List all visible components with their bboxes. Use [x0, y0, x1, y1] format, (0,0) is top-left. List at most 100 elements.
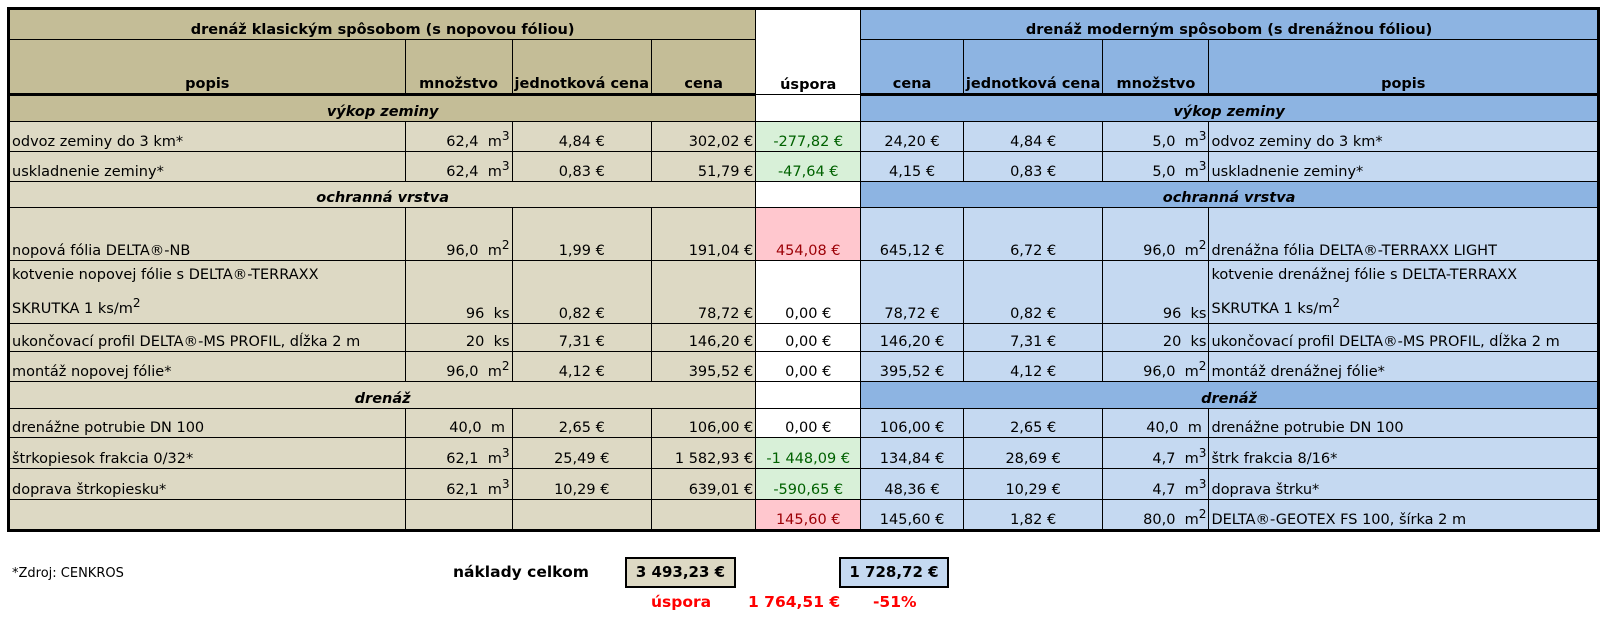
saving-footer-percent: -51% — [873, 593, 917, 611]
qty-value: 96 — [465, 305, 485, 322]
qty-unit: ks — [1190, 333, 1207, 350]
classic-method-title: drenáž klasickým spôsobom (s nopovou fól… — [6, 7, 757, 40]
qty-value: 5,0 — [1152, 134, 1176, 150]
desc-line-1: kotvenie nopovej fólie s DELTA®-TERRAXX — [12, 267, 319, 283]
unit-exponent: 2 — [1198, 238, 1207, 253]
row-qty-right: 80,0 m2 — [1102, 498, 1210, 532]
row-unitprice-left: 1,99 € — [511, 207, 652, 261]
table-row: montáž nopovej fólie* 96,0 m2 4,12 € 395… — [7, 350, 1600, 382]
qty-unit: m — [1184, 511, 1199, 528]
row-qty-left: 96 ks — [404, 260, 513, 324]
row-price-right: 106,00 € — [860, 407, 964, 438]
unit-exponent: 2 — [1332, 296, 1341, 310]
row-price-right: 4,15 € — [860, 151, 964, 182]
qty-value: 4,7 — [1152, 450, 1176, 467]
row-qty-right: 5,0 m3 — [1102, 121, 1210, 152]
row-qty-left: 62,4 m3 — [404, 151, 513, 182]
row-unitprice-left: 10,29 € — [511, 467, 652, 500]
unit-exponent: 3 — [501, 446, 510, 460]
col-header-cena-left: cena — [650, 39, 757, 96]
table-row: ukončovací profil DELTA®-MS PROFIL, dĺžk… — [7, 322, 1600, 352]
row-price-left: 639,01 € — [650, 467, 757, 500]
modern-method-title: drenáž moderným spôsobom (s drenážnou fó… — [860, 7, 1600, 40]
qty-unit: m — [487, 481, 502, 498]
row-qty-left: 62,1 m3 — [404, 436, 513, 469]
row-saving: 0,00 € — [755, 407, 862, 438]
qty-unit: m — [487, 134, 502, 150]
table-row: doprava štrkopiesku* 62,1 m3 10,29 € 639… — [7, 467, 1600, 500]
row-qty-left: 96,0 m2 — [404, 350, 513, 382]
row-price-left: 146,20 € — [650, 322, 757, 352]
saving-column-header: úspora — [755, 7, 862, 95]
col-header-popis-left: popis — [7, 39, 406, 96]
col-header-mnozstvo-right: množstvo — [1102, 39, 1210, 96]
row-desc-right: doprava štrku* — [1208, 467, 1600, 500]
unit-exponent: 2 — [501, 238, 510, 253]
row-saving: -590,65 € — [755, 467, 862, 500]
row-qty-left: 62,4 m3 — [404, 121, 513, 152]
desc-line-2: SKRUTKA 1 ks/m — [1211, 300, 1333, 317]
qty-unit: m — [487, 243, 502, 259]
row-price-right: 145,60 € — [860, 498, 964, 532]
row-price-right: 78,72 € — [860, 260, 964, 324]
section-drenaz-right: drenáž — [860, 380, 1600, 409]
qty-value: 96,0 — [1143, 363, 1176, 380]
qty-value: 62,1 — [446, 450, 479, 467]
row-unitprice-left: 4,12 € — [511, 350, 652, 382]
row-saving: -277,82 € — [755, 121, 862, 152]
unit-exponent: 3 — [501, 129, 510, 144]
empty-cell — [511, 498, 652, 532]
row-desc-right: odvoz zeminy do 3 km* — [1208, 121, 1600, 152]
row-qty-right: 4,7 m3 — [1102, 436, 1210, 469]
row-desc-right: montáž drenážnej fólie* — [1208, 350, 1600, 382]
row-qty-left: 96,0 m2 — [404, 207, 513, 261]
row-desc-right: DELTA®-GEOTEX FS 100, šírka 2 m — [1208, 498, 1600, 532]
qty-value: 80,0 — [1143, 511, 1176, 528]
row-qty-right: 4,7 m3 — [1102, 467, 1210, 500]
qty-unit: ks — [1190, 305, 1207, 322]
row-qty-right: 96 ks — [1102, 260, 1210, 324]
table-row: nopová fólia DELTA®-NB 96,0 m2 1,99 € 19… — [7, 207, 1600, 261]
section-spacer — [755, 380, 862, 409]
row-saving: -47,64 € — [755, 151, 862, 182]
row-unitprice-right: 0,83 € — [962, 151, 1104, 182]
qty-value: 96 — [1162, 305, 1182, 322]
qty-value: 4,7 — [1152, 481, 1176, 498]
saving-footer-value: 1 764,51 € — [748, 593, 841, 611]
table-row: drenážne potrubie DN 100 40,0 m 2,65 € 1… — [7, 407, 1600, 438]
unit-exponent: 3 — [501, 477, 510, 491]
qty-value: 62,1 — [446, 481, 479, 498]
row-unitprice-left: 0,83 € — [511, 151, 652, 182]
section-spacer — [755, 94, 862, 122]
section-vykop-right: výkop zeminy — [860, 94, 1600, 122]
row-qty-left: 20 ks — [404, 322, 513, 352]
row-desc-left: štrkopiesok frakcia 0/32* — [7, 436, 406, 469]
section-ochranna-right: ochranná vrstva — [860, 181, 1600, 208]
row-price-right: 134,84 € — [860, 436, 964, 469]
qty-unit: m — [1184, 450, 1199, 467]
desc-line-2: SKRUTKA 1 ks/m — [12, 300, 133, 317]
row-saving: 0,00 € — [755, 260, 862, 324]
row-qty-left: 40,0 m — [404, 407, 513, 438]
qty-unit: m — [487, 450, 502, 467]
row-desc-right: drenážna fólia DELTA®-TERRAXX LIGHT — [1208, 207, 1600, 261]
qty-unit: m — [1184, 363, 1199, 380]
row-price-right: 146,20 € — [860, 322, 964, 352]
row-unitprice-right: 0,82 € — [962, 260, 1104, 324]
row-saving: 454,08 € — [755, 207, 862, 261]
empty-cell — [7, 498, 406, 532]
row-price-left: 302,02 € — [650, 121, 757, 152]
row-unitprice-left: 7,31 € — [511, 322, 652, 352]
row-unitprice-left: 25,49 € — [511, 436, 652, 469]
unit-exponent: 3 — [1198, 159, 1207, 174]
col-header-popis-right: popis — [1208, 39, 1600, 96]
row-desc-left: montáž nopovej fólie* — [7, 350, 406, 382]
row-price-left: 106,00 € — [650, 407, 757, 438]
row-desc-right: ukončovací profil DELTA®-MS PROFIL, dĺžk… — [1208, 322, 1600, 352]
section-drenaz-left: drenáž — [6, 380, 757, 409]
qty-value: 40,0 — [1146, 419, 1179, 436]
row-price-right: 645,12 € — [860, 207, 964, 261]
row-unitprice-right: 2,65 € — [962, 407, 1104, 438]
table-row: štrkopiesok frakcia 0/32* 62,1 m3 25,49 … — [7, 436, 1600, 469]
row-unitprice-right: 4,84 € — [962, 121, 1104, 152]
